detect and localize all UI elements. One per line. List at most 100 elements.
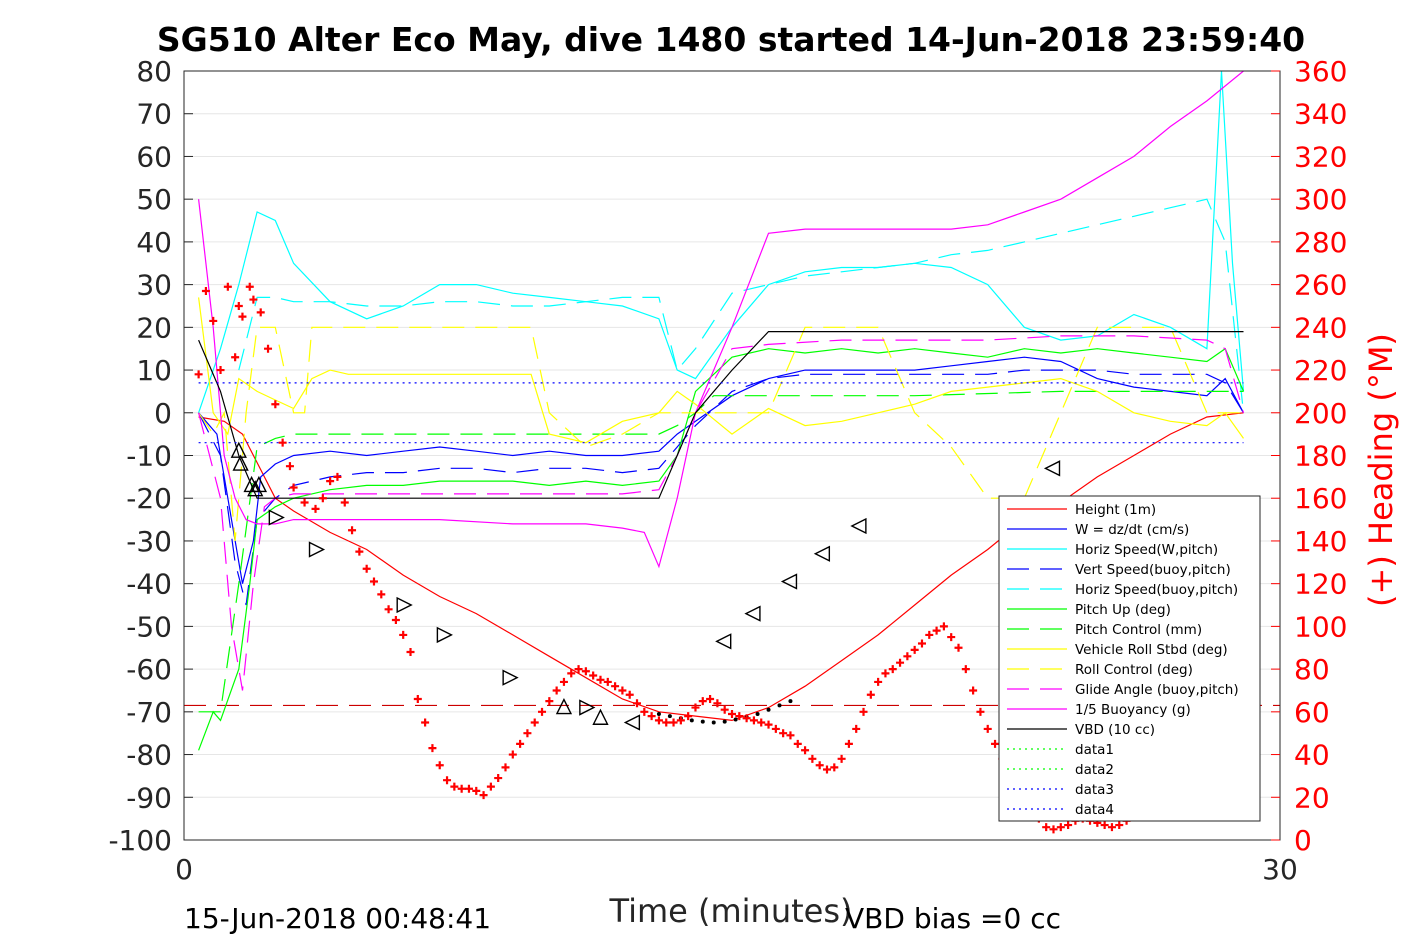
heading-point [355, 547, 364, 556]
y2-tick-label: 160 [1294, 482, 1347, 515]
heading-point [720, 705, 729, 714]
heading-point [698, 697, 707, 706]
heading-point [728, 709, 736, 718]
heading-point [640, 707, 649, 716]
footer-vbd-bias: VBD bias =0 cc [845, 902, 1061, 935]
heading-point [1107, 823, 1116, 832]
heading-point [1056, 823, 1065, 832]
heading-point [684, 712, 693, 721]
legend-label: Vehicle Roll Stbd (deg) [1075, 642, 1228, 658]
y2-tick-label: 360 [1294, 55, 1347, 88]
heading-point [954, 643, 963, 652]
legend-label: W = dz/dt (cm/s) [1075, 522, 1189, 538]
heading-point [596, 675, 605, 684]
heading-point [552, 686, 561, 695]
y2-tick-label: 320 [1294, 140, 1347, 173]
heading-point [271, 400, 280, 409]
y2-tick-label: 300 [1294, 183, 1347, 216]
apogee-dot [777, 703, 782, 708]
heading-point [764, 720, 773, 729]
triangle-marker [592, 708, 609, 725]
y-tick-label: 20 [136, 311, 172, 344]
heading-point [234, 301, 243, 310]
y2-tick-label: 280 [1294, 226, 1347, 259]
heading-point [874, 677, 883, 686]
heading-point [925, 630, 934, 639]
y-tick-label: 80 [136, 55, 172, 88]
heading-point [625, 690, 634, 699]
series-line [198, 347, 1245, 751]
heading-point [530, 718, 539, 727]
heading-point [300, 498, 309, 507]
heading-point [231, 353, 240, 362]
y-tick-label: -100 [108, 824, 172, 857]
legend-label: data3 [1075, 782, 1114, 798]
heading-point [256, 308, 265, 317]
heading-point [377, 590, 386, 599]
heading-point [209, 316, 218, 325]
heading-point [852, 724, 861, 733]
heading-point [285, 462, 294, 471]
legend: Height (1m) W = dz/dt (cm/s) Horiz Speed(W… [998, 495, 1261, 822]
triangle-marker [232, 454, 249, 471]
legend-label: data2 [1075, 762, 1114, 778]
heading-point [223, 282, 232, 291]
triangle-marker [715, 633, 732, 650]
triangle-marker [268, 509, 285, 526]
heading-point [1115, 821, 1124, 830]
heading-point [508, 750, 517, 759]
heading-point [516, 739, 525, 748]
heading-point [523, 729, 532, 738]
heading-point [249, 295, 258, 304]
legend-label: data4 [1075, 802, 1114, 818]
heading-point [581, 667, 590, 676]
series-line [198, 297, 1244, 444]
heading-point [961, 665, 970, 674]
heading-point [340, 498, 349, 507]
y-tick-label: -80 [126, 739, 172, 772]
heading-point [903, 652, 912, 661]
heading-point [618, 686, 627, 695]
heading-point [822, 765, 831, 774]
heading-point [969, 686, 978, 695]
y-tick-label: -50 [126, 610, 172, 643]
apogee-dot [700, 719, 705, 724]
heading-point [939, 622, 948, 631]
y2-tick-label: 140 [1294, 525, 1347, 558]
right-axis-label: (+) Heading (°M) [1362, 333, 1400, 607]
heading-point [801, 746, 810, 755]
y-tick-label: 30 [136, 269, 172, 302]
trajectory-markers [230, 441, 1061, 731]
y-tick-label: 50 [136, 183, 172, 216]
heading-point [1049, 825, 1058, 834]
y2-tick-label: 100 [1294, 610, 1347, 643]
heading-point [859, 707, 868, 716]
heading-point [194, 370, 203, 379]
footer-timestamp: 15-Jun-2018 00:48:41 [184, 902, 491, 935]
y-tick-label: -40 [126, 568, 172, 601]
apogee-dot [711, 720, 716, 725]
triangle-marker [579, 699, 596, 716]
heading-point [1042, 823, 1051, 832]
legend-box [998, 495, 1261, 822]
heading-point [574, 665, 583, 674]
triangle-marker [250, 475, 268, 493]
heading-point [786, 731, 795, 740]
heading-point [676, 716, 685, 725]
triangle-marker [623, 714, 641, 731]
y-tick-label: -10 [126, 440, 172, 473]
heading-point [326, 477, 335, 486]
legend-label: Horiz Speed(buoy,pitch) [1075, 582, 1238, 598]
legend-label: Glide Angle (buoy,pitch) [1075, 682, 1239, 698]
heading-point [844, 739, 853, 748]
y-tick-label: -20 [126, 482, 172, 515]
series-line [198, 369, 1245, 606]
heading-point [757, 718, 766, 727]
triangle-marker [1043, 460, 1061, 477]
apogee-dot [667, 714, 672, 719]
series-line [238, 198, 1245, 413]
y2-tick-label: 40 [1294, 739, 1330, 772]
heading-point [779, 729, 788, 738]
heading-point [538, 707, 547, 716]
series-line [198, 331, 1244, 499]
